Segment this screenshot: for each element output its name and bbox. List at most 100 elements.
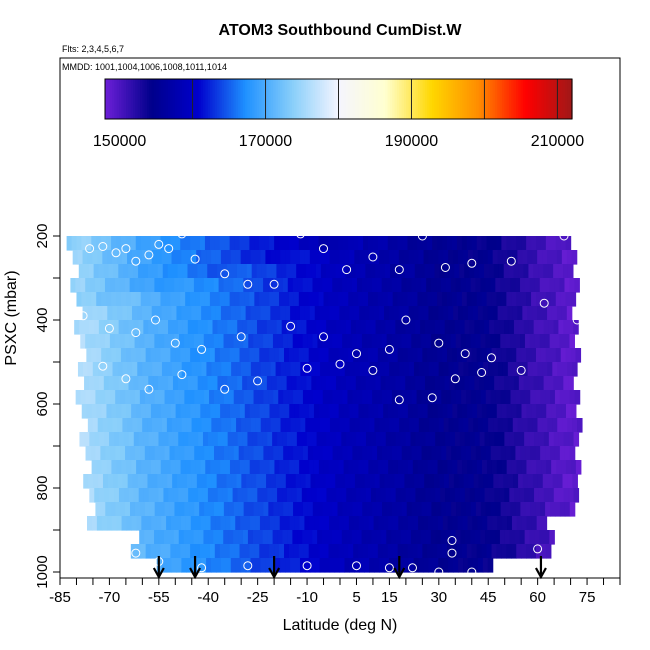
heatmap-cell	[91, 404, 98, 419]
heatmap-cell	[177, 264, 184, 279]
heatmap-cell	[77, 362, 84, 377]
heatmap-cell	[486, 292, 493, 307]
heatmap-cell	[382, 502, 388, 517]
heatmap-cell	[358, 236, 364, 251]
sample-point	[269, 279, 279, 289]
heatmap-cell	[386, 390, 393, 405]
heatmap-cell	[448, 362, 455, 377]
colorbar-segment	[112, 79, 115, 119]
heatmap-cell	[445, 530, 452, 545]
heatmap-cell	[87, 306, 94, 321]
heatmap-cell	[275, 558, 281, 573]
heatmap-cell	[543, 320, 550, 335]
heatmap-cell	[481, 348, 488, 363]
heatmap-cell	[217, 320, 223, 335]
heatmap-cell	[408, 558, 415, 573]
heatmap-cell	[209, 348, 216, 363]
heatmap-cell	[407, 544, 414, 559]
heatmap-cell	[518, 264, 525, 279]
heatmap-cell	[258, 334, 264, 349]
heatmap-cell	[170, 236, 176, 251]
heatmap-cell	[438, 250, 444, 265]
heatmap-cell	[566, 306, 573, 321]
heatmap-cell	[338, 460, 345, 475]
heatmap-cell	[446, 502, 452, 517]
heatmap-cell	[313, 460, 320, 475]
heatmap-cell	[191, 474, 198, 489]
heatmap-cell	[279, 516, 286, 531]
heatmap-cell	[122, 362, 128, 377]
heatmap-cell	[208, 278, 215, 293]
heatmap-cell	[302, 390, 309, 405]
heatmap-cell	[180, 516, 187, 531]
heatmap-cell	[492, 250, 499, 265]
heatmap-cell	[159, 390, 166, 405]
heatmap-cell	[102, 418, 109, 433]
heatmap-cell	[333, 544, 339, 559]
heatmap-cell	[232, 432, 239, 447]
heatmap-cell	[559, 502, 566, 517]
colorbar-segment	[532, 79, 536, 119]
heatmap-cell	[175, 544, 181, 559]
heatmap-cell	[547, 418, 553, 433]
heatmap-cell	[143, 488, 150, 503]
heatmap-cell	[163, 320, 169, 335]
heatmap-cell	[402, 460, 409, 475]
heatmap-cell	[317, 502, 324, 517]
heatmap-cell	[332, 446, 339, 461]
heatmap-cell	[547, 474, 554, 489]
heatmap-cell	[380, 264, 386, 279]
heatmap-cell	[115, 390, 121, 405]
heatmap-cell	[278, 390, 284, 405]
heatmap-cell	[459, 432, 466, 447]
heatmap-cell	[262, 488, 268, 503]
heatmap-cell	[157, 418, 163, 433]
heatmap-cell	[510, 334, 516, 349]
heatmap-cell	[309, 306, 316, 321]
heatmap-cell	[448, 474, 455, 489]
heatmap-cell	[423, 418, 430, 433]
heatmap-cell	[508, 320, 515, 335]
heatmap-cell	[396, 502, 403, 517]
heatmap-cell	[202, 320, 209, 335]
heatmap-cell	[496, 236, 503, 251]
colorbar-segment	[291, 79, 295, 119]
heatmap-cell	[455, 334, 462, 349]
heatmap-cell	[218, 502, 225, 517]
colorbar-segment	[270, 79, 274, 119]
heatmap-cell	[320, 362, 326, 377]
heatmap-cell	[469, 432, 476, 447]
heatmap-cell	[503, 474, 509, 489]
heatmap-cell	[515, 278, 521, 293]
heatmap-cell	[366, 530, 373, 545]
heatmap-cell	[205, 460, 211, 475]
heatmap-cell	[307, 278, 314, 293]
heatmap-cell	[460, 334, 467, 349]
heatmap-cell	[353, 404, 360, 419]
heatmap-cell	[531, 292, 537, 307]
heatmap-cell	[392, 236, 399, 251]
heatmap-cell	[419, 474, 425, 489]
heatmap-cell	[555, 292, 562, 307]
heatmap-cell	[284, 236, 290, 251]
heatmap-cell	[276, 264, 282, 279]
heatmap-cell	[313, 404, 320, 419]
heatmap-cell	[509, 530, 516, 545]
heatmap-cell	[92, 418, 99, 433]
heatmap-cell	[485, 530, 491, 545]
heatmap-cell	[176, 418, 183, 433]
heatmap-cell	[236, 264, 243, 279]
heatmap-cell	[97, 418, 104, 433]
colorbar-segment	[333, 79, 337, 119]
heatmap-cell	[490, 502, 497, 517]
heatmap-cell	[252, 432, 258, 447]
heatmap-cell	[221, 362, 227, 377]
heatmap-cell	[375, 432, 382, 447]
heatmap-cell	[336, 320, 342, 335]
heatmap-cell	[210, 404, 216, 419]
heatmap-cell	[391, 530, 397, 545]
heatmap-cell	[244, 292, 251, 307]
colorbar-segment	[434, 79, 438, 119]
heatmap-cell	[241, 264, 248, 279]
heatmap-cell	[230, 516, 236, 531]
